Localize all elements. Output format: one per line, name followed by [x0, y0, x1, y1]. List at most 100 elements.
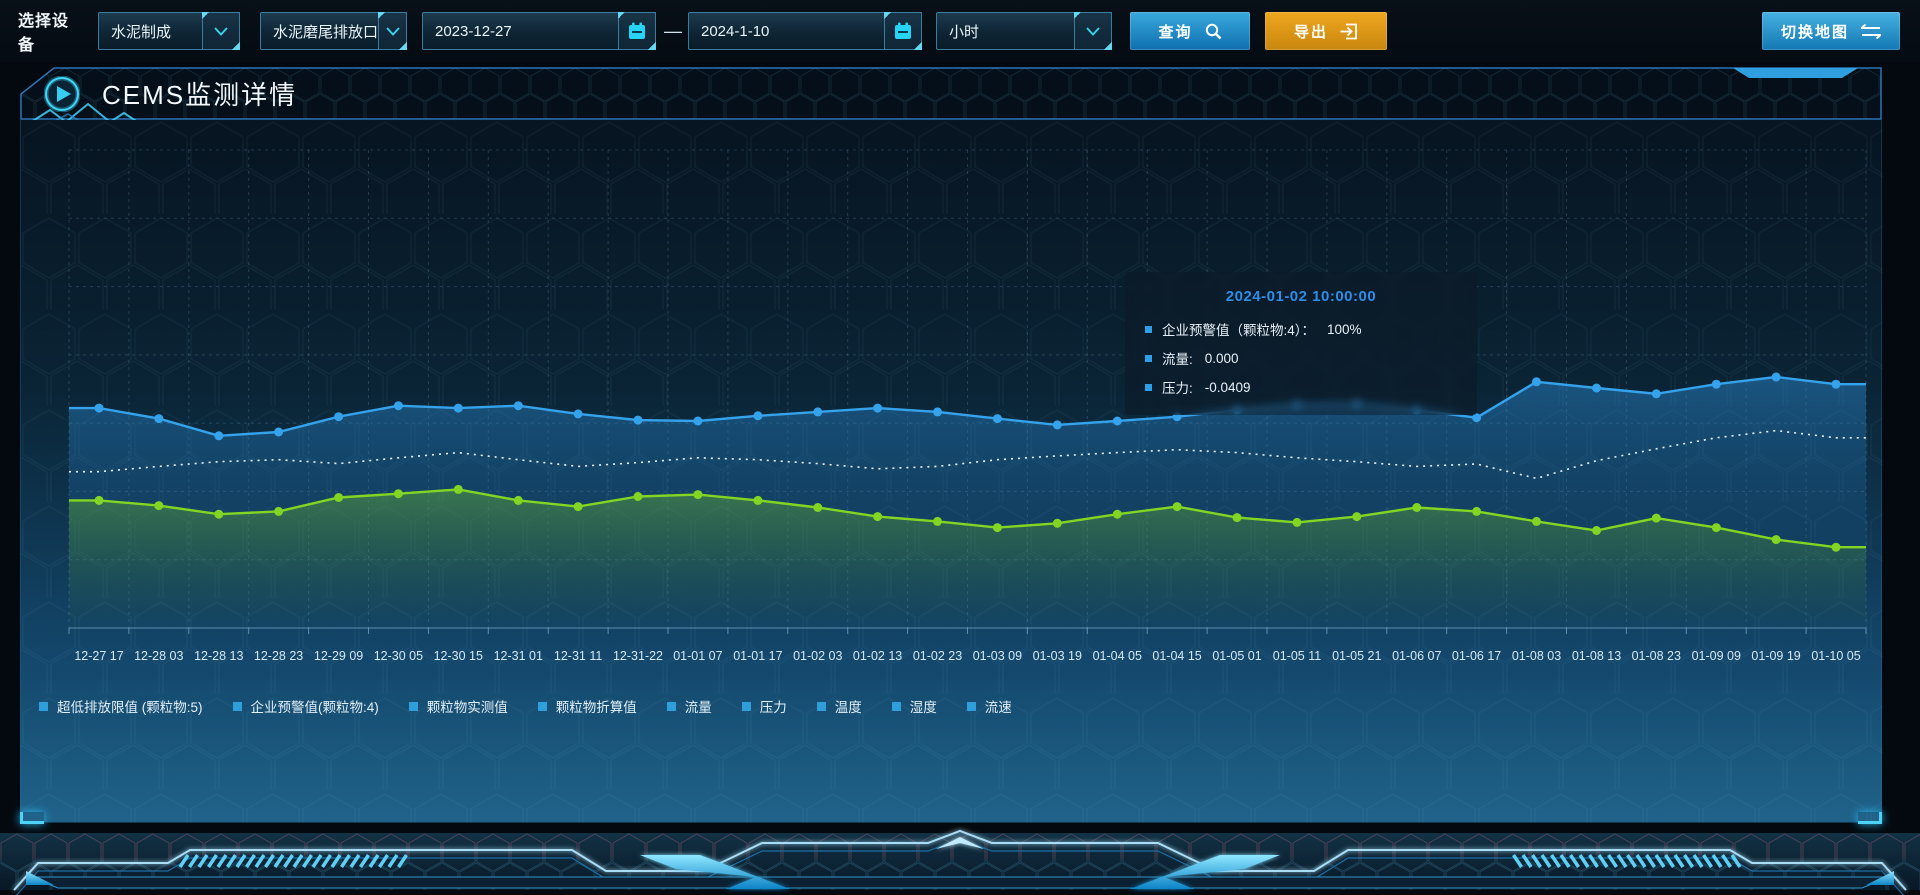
- outlet-select-value: 水泥磨尾排放口: [273, 23, 379, 41]
- series-dot: [633, 415, 643, 425]
- legend-item-3[interactable]: 颗粒物折算值: [537, 696, 637, 716]
- series-dot: [1711, 379, 1721, 389]
- series-dot: [933, 407, 942, 417]
- series-dot: [1711, 523, 1721, 533]
- tooltip-row-value: -0.0409: [1204, 379, 1251, 395]
- legend-item-7[interactable]: 湿度: [891, 696, 937, 716]
- query-button[interactable]: 查询: [1130, 12, 1250, 50]
- x-axis-label: 12-30 05: [374, 649, 423, 663]
- legend-marker-icon: [966, 701, 976, 711]
- series-dot: [1592, 383, 1601, 393]
- series-dot: [1172, 502, 1182, 512]
- series-dot: [992, 523, 1002, 533]
- top-toolbar: 选择设备 水泥制成 水泥磨尾排放口 2023-12-27 — 2024-1-10: [0, 0, 1920, 62]
- cems-line-chart[interactable]: 12-27 17 12-28 03 12-28 13 12-28 23 12-29 09…: [21, 120, 1883, 680]
- legend-item-0[interactable]: 超低排放限值 (颗粒物:5): [39, 696, 203, 716]
- series-dot: [753, 411, 763, 421]
- footer-corner-triangle-right: [1866, 871, 1894, 885]
- tooltip-row-label: 流量:: [1162, 352, 1193, 367]
- legend-marker-icon: [39, 701, 48, 711]
- series-dot: [873, 403, 883, 413]
- footer-frame-line: [13, 829, 1907, 891]
- series-marker-icon: [1145, 325, 1152, 333]
- legend-item-4[interactable]: 流量: [666, 696, 712, 716]
- legend-item-1[interactable]: 企业预警值(颗粒物:4): [232, 696, 379, 716]
- device-select-value: 水泥制成: [111, 23, 172, 41]
- series-dot: [513, 495, 523, 505]
- x-axis-label: 01-03 19: [1033, 649, 1082, 663]
- x-axis-label: 01-01 07: [673, 649, 722, 663]
- x-axis-label: 01-08 23: [1632, 649, 1681, 663]
- legend-item-5[interactable]: 压力: [741, 696, 787, 716]
- series-dot: [334, 412, 344, 422]
- legend-marker-icon: [232, 701, 242, 711]
- x-axis-label: 01-08 03: [1512, 649, 1561, 663]
- panel-corner-accent-right: [1858, 812, 1882, 824]
- tooltip-row-label: 企业预警值（颗粒物:4）：: [1162, 323, 1316, 338]
- export-button[interactable]: 导出: [1265, 12, 1387, 50]
- end-date-calendar-box[interactable]: [884, 12, 922, 50]
- series-dot: [1112, 509, 1122, 519]
- chevron-down-icon: [1086, 26, 1100, 36]
- switch-map-button[interactable]: 切换地图: [1762, 12, 1900, 50]
- header-zigzag-decoration: [27, 102, 137, 125]
- device-select-chevron-box[interactable]: [202, 12, 240, 50]
- series-dot: [1232, 513, 1242, 523]
- play-icon[interactable]: [44, 75, 80, 112]
- legend-marker-icon: [408, 701, 418, 711]
- chevron-down-icon: [214, 26, 228, 36]
- calendar-icon: [895, 22, 911, 39]
- series-dot: [453, 403, 463, 413]
- header-notch-accent: [1733, 68, 1858, 78]
- series-dot: [274, 427, 284, 437]
- series-dot: [274, 506, 284, 516]
- legend-marker-icon: [816, 701, 826, 711]
- legend-item-label: 企业预警值(颗粒物:4): [250, 700, 379, 715]
- calendar-icon: [629, 22, 645, 39]
- series-line-2: [69, 488, 1866, 549]
- series-dot: [94, 495, 104, 505]
- legend-item-6[interactable]: 温度: [816, 696, 862, 716]
- series-dot: [933, 516, 942, 526]
- start-date-picker[interactable]: 2023-12-27: [422, 12, 656, 50]
- x-axis-label: 01-02 23: [913, 649, 962, 663]
- series-dot: [1412, 503, 1422, 512]
- series-dot: [154, 414, 164, 424]
- export-icon: [1340, 23, 1357, 39]
- series-dot: [813, 407, 823, 417]
- end-date-picker[interactable]: 2024-1-10: [688, 12, 922, 50]
- legend-item-2[interactable]: 颗粒物实测值: [408, 696, 508, 716]
- series-dot: [1352, 512, 1362, 522]
- footer-bolt-left: [640, 855, 790, 889]
- series-dot: [1532, 377, 1541, 387]
- series-dot: [1292, 517, 1302, 527]
- page-title: CEMS监测详情: [102, 80, 298, 110]
- footer-hatch-left: [178, 854, 408, 868]
- series-dot: [1651, 389, 1661, 399]
- legend-item-label: 湿度: [909, 700, 937, 715]
- series-dot: [94, 403, 104, 413]
- series-dot: [1771, 372, 1781, 382]
- legend-item-label: 颗粒物折算值: [555, 700, 637, 715]
- series-dot: [1052, 518, 1062, 528]
- interval-select-value: 小时: [949, 23, 980, 41]
- outlet-select[interactable]: 水泥磨尾排放口: [260, 12, 407, 50]
- series-dot: [393, 401, 403, 411]
- tooltip-row-1: 流量: 0.000: [1145, 348, 1457, 368]
- legend-item-8[interactable]: 流速: [966, 696, 1012, 716]
- tooltip-row-value: 0.000: [1204, 350, 1239, 366]
- end-date-value: 2024-1-10: [701, 22, 770, 40]
- series-dot: [1592, 526, 1601, 535]
- interval-select-chevron-box[interactable]: [1074, 12, 1112, 50]
- footer-hatch-right: [1512, 854, 1742, 868]
- x-axis-label: 12-28 23: [254, 649, 303, 663]
- outlet-select-chevron-box[interactable]: [378, 12, 407, 50]
- start-date-calendar-box[interactable]: [618, 12, 656, 50]
- series-area-2: [69, 489, 1866, 628]
- x-axis-label: 12-31 01: [494, 649, 543, 663]
- x-axis-label: 01-04 05: [1093, 649, 1142, 663]
- device-select[interactable]: 水泥制成: [98, 12, 240, 50]
- interval-select[interactable]: 小时: [936, 12, 1112, 50]
- series-dot: [214, 509, 224, 519]
- series-dot: [992, 414, 1002, 424]
